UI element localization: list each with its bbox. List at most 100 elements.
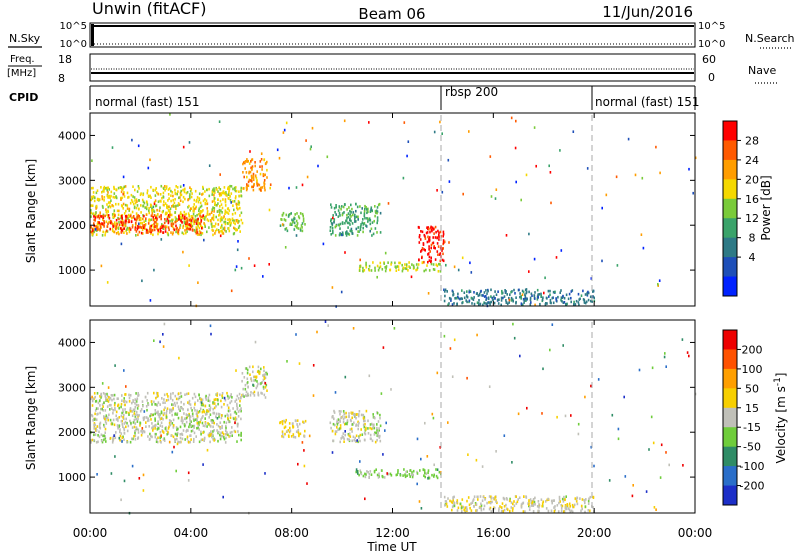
- power-cell: [149, 194, 151, 198]
- power-cell: [154, 188, 157, 192]
- power-cell: [214, 232, 216, 235]
- power-cell: [513, 288, 515, 292]
- velocity-cell: [186, 437, 189, 440]
- velocity-cell: [423, 469, 426, 472]
- power-cell: [362, 226, 364, 230]
- velocity-echo: [513, 336, 516, 340]
- velocity-cell: [438, 470, 441, 474]
- power-cell: [219, 199, 222, 203]
- power-cell: [420, 250, 422, 253]
- velocity-cell: [206, 425, 208, 428]
- power-cell: [430, 262, 433, 266]
- power-cell: [413, 266, 415, 269]
- power-cell: [260, 186, 262, 190]
- colorbar-swatch: [723, 485, 737, 506]
- power-cell: [593, 296, 595, 300]
- velocity-cell: [340, 410, 342, 413]
- power-cell: [99, 214, 102, 217]
- velocity-cell: [134, 438, 137, 441]
- velocity-echo: [162, 345, 165, 348]
- velocity-cell: [297, 428, 300, 432]
- power-cell: [573, 300, 575, 304]
- power-echo: [111, 146, 114, 149]
- power-cell: [378, 202, 381, 206]
- velocity-echo: [570, 414, 572, 417]
- power-cell: [237, 200, 240, 203]
- velocity-cell: [168, 425, 170, 429]
- velocity-cell: [536, 505, 539, 508]
- power-echo: [344, 251, 346, 254]
- velocity-cell: [503, 508, 506, 512]
- power-cell: [259, 172, 262, 176]
- power-cell: [438, 238, 440, 241]
- velocity-cell: [362, 416, 365, 420]
- velocity-cell: [299, 432, 302, 436]
- velocity-cell: [229, 395, 232, 398]
- power-cell: [165, 185, 168, 188]
- velocity-cell: [180, 395, 183, 398]
- power-echo: [269, 183, 272, 186]
- power-cell: [213, 187, 215, 190]
- power-cell: [355, 202, 357, 206]
- power-cell: [219, 217, 222, 221]
- freq-tick-top: 18: [58, 53, 72, 66]
- velocity-cell: [193, 424, 196, 428]
- power-cell: [145, 207, 148, 211]
- velocity-cell: [359, 469, 362, 472]
- power-echo: [169, 213, 172, 216]
- velocity-cell: [355, 470, 357, 474]
- velocity-cell: [171, 398, 174, 402]
- power-cell: [220, 193, 223, 197]
- velocity-cell: [250, 377, 252, 380]
- power-cell: [116, 222, 118, 226]
- power-cell: [121, 214, 123, 218]
- power-cell: [156, 208, 158, 212]
- velocity-cell: [174, 440, 176, 443]
- velocity-cell: [227, 420, 230, 424]
- power-cell: [90, 209, 92, 212]
- velocity-cell: [364, 475, 367, 479]
- velocity-cell: [365, 428, 367, 431]
- power-cell: [117, 216, 119, 220]
- velocity-cell: [537, 500, 540, 503]
- velocity-cell: [381, 469, 383, 472]
- power-cell: [291, 218, 293, 222]
- velocity-cell: [350, 419, 352, 423]
- velocity-cell: [541, 502, 544, 505]
- power-cell: [142, 204, 144, 208]
- velocity-cell: [117, 419, 119, 422]
- velocity-cell: [292, 424, 294, 428]
- power-cell: [520, 297, 522, 300]
- velocity-cell: [342, 417, 345, 421]
- power-echo: [694, 156, 697, 160]
- power-echo: [406, 154, 408, 158]
- velocity-cell: [131, 426, 134, 429]
- power-cell: [363, 269, 366, 272]
- velocity-cell: [576, 502, 579, 506]
- power-echo: [515, 119, 517, 123]
- velocity-cell: [221, 426, 223, 430]
- velocity-cell: [191, 424, 194, 428]
- freq-tick-bottom: 8: [58, 72, 65, 85]
- velocity-cell: [547, 497, 549, 501]
- velocity-cell: [148, 425, 150, 428]
- velocity-cell: [395, 473, 398, 477]
- power-cell: [490, 300, 492, 304]
- velocity-cell: [183, 417, 186, 420]
- colorbar-swatch: [723, 257, 737, 278]
- power-cell: [95, 204, 98, 208]
- power-echo: [332, 216, 334, 220]
- power-cell: [193, 210, 195, 213]
- power-cell: [252, 185, 254, 189]
- velocity-cell: [143, 416, 146, 419]
- power-echo: [249, 150, 251, 153]
- power-echo: [462, 192, 464, 196]
- power-cell: [514, 292, 516, 295]
- power-cell: [437, 253, 439, 256]
- power-cell: [187, 212, 190, 215]
- power-cell: [180, 189, 182, 193]
- power-cell: [233, 208, 235, 212]
- power-cell: [150, 204, 153, 207]
- power-cell: [181, 231, 184, 235]
- power-echo: [203, 238, 205, 242]
